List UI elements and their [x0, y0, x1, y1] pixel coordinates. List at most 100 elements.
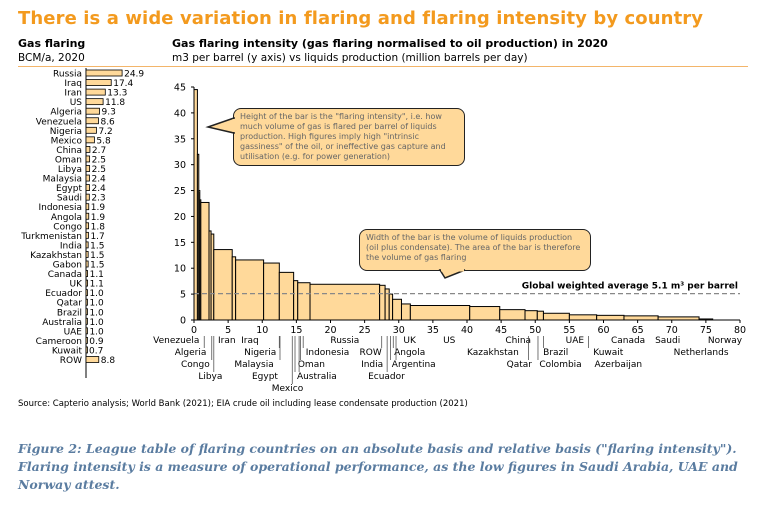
left-category-label: Angola — [51, 213, 82, 223]
left-value-label: 1.8 — [91, 222, 106, 232]
country-label: Russia — [330, 336, 359, 346]
left-value-label: 9.3 — [101, 108, 115, 118]
left-category-label: UAE — [64, 327, 83, 337]
left-bar — [85, 203, 90, 211]
left-bar — [85, 117, 99, 125]
left-value-label: 2.7 — [92, 146, 106, 156]
left-value-label: 1.0 — [89, 289, 104, 299]
intensity-bar — [263, 262, 280, 321]
y-tick-label: 15 — [174, 238, 186, 249]
left-bar — [85, 298, 88, 306]
left-value-label: 17.4 — [113, 79, 133, 89]
left-bar — [85, 174, 90, 182]
intensity-bar — [235, 259, 265, 321]
y-tick-label: 40 — [174, 108, 186, 119]
y-tick-label: 0 — [180, 316, 186, 327]
x-tick-label: 5 — [225, 325, 231, 336]
country-label: ROW — [360, 348, 382, 358]
source-note: Source: Capterio analysis; World Bank (2… — [18, 399, 468, 409]
country-label: Netherlands — [674, 348, 729, 358]
left-bar — [85, 279, 88, 287]
y-tick-label: 20 — [174, 212, 186, 223]
page-title: There is a wide variation in flaring and… — [18, 8, 704, 29]
y-tick-label: 45 — [174, 83, 186, 94]
left-bar — [85, 336, 88, 344]
left-category-label: ROW — [60, 356, 82, 366]
left-category-label: Brazil — [57, 308, 82, 318]
country-label: India — [361, 360, 383, 370]
left-bar — [85, 251, 89, 258]
x-tick-label: 30 — [393, 325, 405, 336]
y-tick-label: 30 — [174, 160, 186, 171]
left-category-label: Algeria — [50, 108, 82, 118]
country-label: Australia — [297, 372, 337, 382]
left-bar — [85, 241, 89, 249]
left-category-label: Turkmenistan — [20, 232, 82, 242]
left-bar — [85, 193, 90, 201]
x-tick-label: 10 — [256, 325, 268, 336]
left-value-label: 1.9 — [91, 213, 106, 223]
intensity-bar — [213, 249, 233, 321]
intensity-bar — [231, 256, 237, 321]
left-category-label: India — [60, 241, 82, 251]
callout-bar-height: Height of the bar is the "flaring intens… — [233, 108, 465, 166]
intensity-bar — [379, 284, 386, 321]
left-category-label: Iran — [64, 89, 82, 99]
country-label: Kazakhstan — [467, 348, 519, 358]
left-bar — [85, 231, 89, 239]
left-value-label: 2.3 — [91, 194, 105, 204]
left-value-label: 1.1 — [90, 270, 104, 280]
x-tick-label: 80 — [734, 325, 746, 336]
left-value-label: 11.8 — [105, 98, 125, 108]
left-category-label: Mexico — [51, 136, 83, 146]
left-value-label: 1.5 — [90, 251, 104, 261]
country-label: Indonesia — [306, 348, 350, 358]
left-category-label: Egypt — [56, 184, 82, 194]
country-label: Iraq — [241, 336, 259, 346]
country-label: Argentina — [392, 360, 436, 370]
intensity-bar — [623, 315, 659, 321]
left-category-label: Gabon — [53, 261, 82, 271]
left-value-label: 0.7 — [89, 346, 103, 356]
left-value-label: 8.6 — [100, 117, 115, 127]
left-value-label: 2.4 — [91, 175, 106, 185]
left-category-label: Cameroon — [36, 337, 82, 347]
country-label: Kuwait — [593, 348, 624, 358]
left-bar — [85, 155, 91, 163]
left-bar — [85, 289, 88, 297]
left-bar — [85, 69, 123, 77]
x-tick-label: 75 — [700, 325, 712, 336]
left-category-label: Iraq — [64, 79, 82, 89]
left-bar — [85, 346, 88, 354]
y-tick-label: 10 — [174, 264, 186, 275]
left-value-label: 1.5 — [90, 241, 104, 251]
country-label: Azerbaijan — [595, 360, 643, 370]
country-label: Brazil — [543, 348, 568, 358]
left-value-label: 8.8 — [101, 356, 116, 366]
left-bar — [85, 184, 90, 192]
left-category-label: Saudi — [57, 194, 82, 204]
left-value-label: 2.4 — [91, 184, 106, 194]
country-label: Venezuela — [153, 336, 199, 346]
left-value-label: 2.5 — [92, 155, 106, 165]
left-value-label: 1.7 — [90, 232, 104, 242]
country-label: Mexico — [272, 384, 304, 394]
charts-svg: Russia 24.9 Iraq 17.4 Iran 13.3 US 11.8 Algeria 9… — [20, 68, 746, 394]
intensity-bar — [297, 282, 311, 321]
intensity-bar — [193, 89, 198, 321]
left-bar — [85, 79, 112, 86]
left-value-label: 7.2 — [98, 127, 112, 137]
main-chart-title: Gas flaring intensity (gas flaring norma… — [172, 37, 608, 50]
country-label: Oman — [298, 360, 325, 370]
left-bar — [85, 327, 88, 335]
x-tick-label: 70 — [666, 325, 678, 336]
x-tick-label: 40 — [461, 325, 473, 336]
left-bar — [85, 98, 104, 106]
intensity-bar — [392, 298, 402, 321]
left-bar — [85, 126, 97, 134]
left-category-label: Venezuela — [36, 117, 82, 127]
left-bar — [85, 212, 90, 220]
left-category-label: Malaysia — [43, 175, 82, 185]
country-label: Saudi — [655, 336, 680, 346]
intensity-bar — [309, 283, 381, 321]
